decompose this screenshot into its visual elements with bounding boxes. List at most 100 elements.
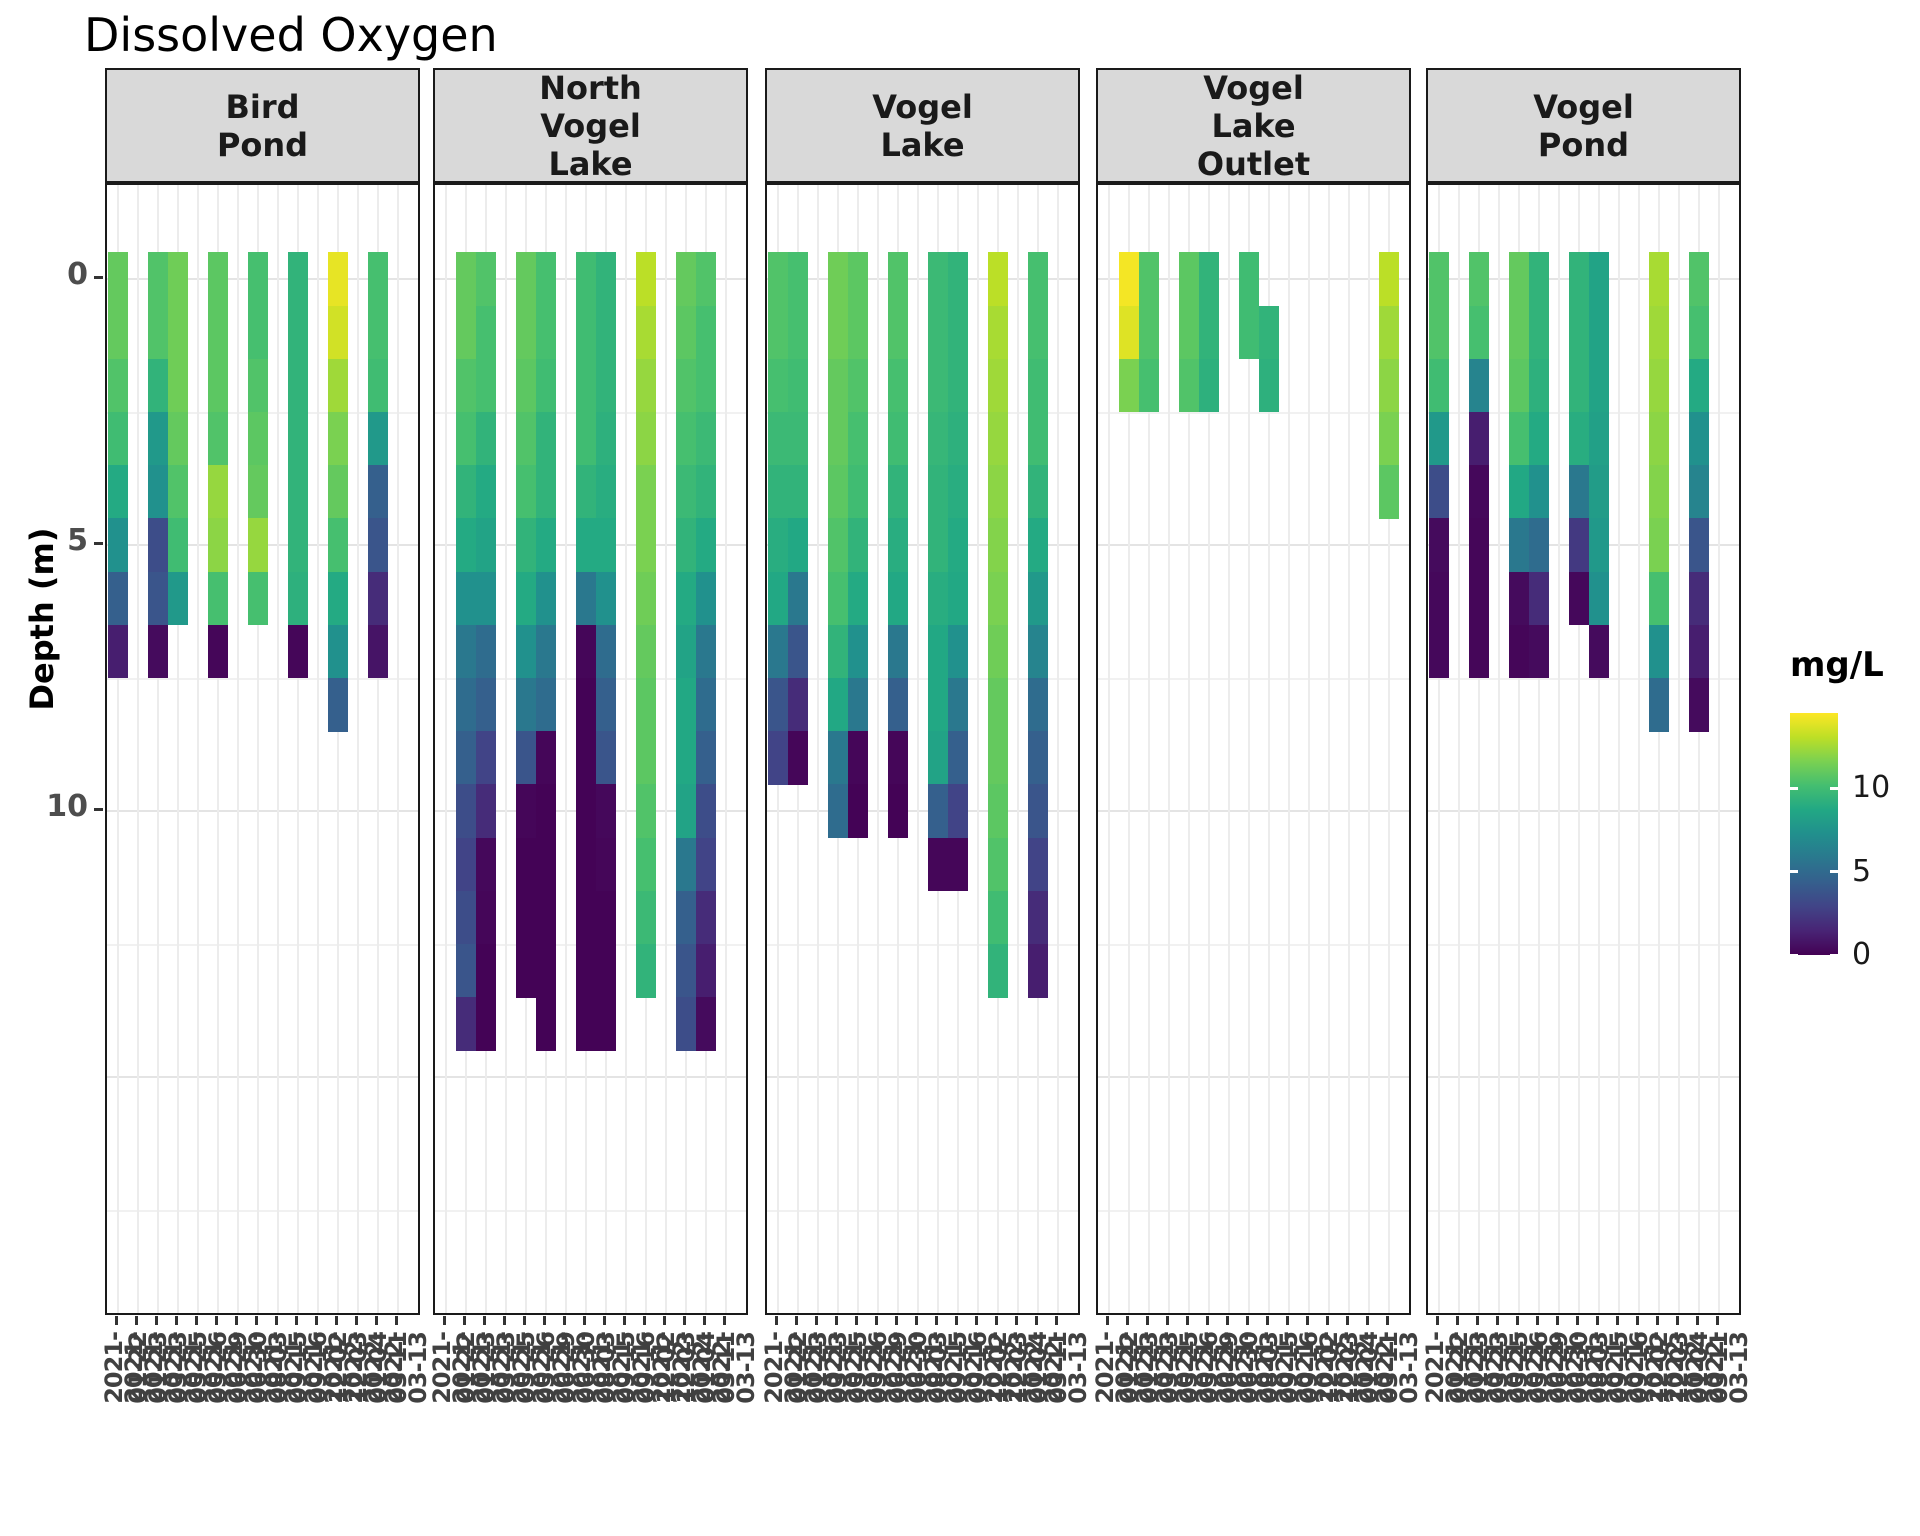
heatmap-cell bbox=[788, 624, 808, 679]
heatmap-cell bbox=[168, 358, 188, 413]
heatmap-cell bbox=[476, 624, 496, 679]
profile-column bbox=[108, 185, 128, 1313]
heatmap-cell bbox=[676, 518, 696, 573]
heatmap-cell bbox=[768, 412, 788, 466]
heatmap-cell bbox=[168, 412, 188, 466]
heatmap-cell bbox=[328, 518, 348, 573]
heatmap-cell bbox=[1028, 518, 1048, 573]
heatmap-cell bbox=[1529, 252, 1549, 307]
heatmap-cell bbox=[516, 890, 536, 945]
heatmap-cell bbox=[1028, 678, 1048, 732]
heatmap-cell bbox=[948, 358, 968, 413]
heatmap-cell bbox=[828, 624, 848, 679]
heatmap-cell bbox=[676, 837, 696, 892]
heatmap-cell bbox=[1139, 305, 1159, 360]
heatmap-cell bbox=[476, 678, 496, 732]
profile-column bbox=[596, 185, 616, 1313]
heatmap-cell bbox=[948, 678, 968, 732]
profile-column bbox=[1259, 185, 1279, 1313]
heatmap-cell bbox=[288, 465, 308, 519]
heatmap-cell bbox=[1509, 624, 1529, 679]
heatmap-cell bbox=[476, 784, 496, 839]
profile-column bbox=[208, 185, 228, 1313]
y-tick-label: 5 bbox=[67, 523, 88, 558]
gridline-minor bbox=[767, 678, 1078, 680]
heatmap-cell bbox=[516, 784, 536, 839]
heatmap-cell bbox=[676, 412, 696, 466]
heatmap-cell bbox=[848, 731, 868, 785]
heatmap-cell bbox=[1469, 305, 1489, 360]
heatmap-cell bbox=[948, 837, 968, 892]
heatmap-cell bbox=[1649, 358, 1669, 413]
x-tick-mark bbox=[895, 1316, 898, 1325]
heatmap-cell bbox=[368, 571, 388, 626]
heatmap-cell bbox=[536, 358, 556, 413]
gridline-minor bbox=[767, 412, 1078, 414]
heatmap-cell bbox=[636, 252, 656, 307]
gridline-vertical bbox=[237, 185, 239, 1313]
heatmap-cell bbox=[456, 358, 476, 413]
gridline-minor bbox=[1098, 678, 1409, 680]
legend-tick-mark bbox=[1830, 953, 1838, 957]
profile-column bbox=[516, 185, 536, 1313]
heatmap-cell bbox=[248, 358, 268, 413]
heatmap-cell bbox=[928, 784, 948, 839]
heatmap-cell bbox=[108, 624, 128, 679]
heatmap-cell bbox=[476, 997, 496, 1051]
x-tick-label: 2022-03-13 bbox=[1040, 1332, 1092, 1404]
heatmap-cell bbox=[476, 571, 496, 626]
heatmap-cell bbox=[456, 465, 476, 519]
heatmap-cell bbox=[1649, 465, 1669, 519]
heatmap-cell bbox=[788, 731, 808, 785]
heatmap-cell bbox=[368, 358, 388, 413]
facet-panel-vogel-lake bbox=[765, 183, 1080, 1315]
profile-column bbox=[456, 185, 476, 1313]
profile-column bbox=[1529, 185, 1549, 1313]
heatmap-cell bbox=[828, 784, 848, 839]
legend-tick-mark bbox=[1830, 786, 1838, 790]
heatmap-cell bbox=[596, 465, 616, 519]
profile-column bbox=[1569, 185, 1589, 1313]
gridline-minor bbox=[107, 678, 418, 680]
heatmap-cell bbox=[1028, 252, 1048, 307]
heatmap-cell bbox=[476, 305, 496, 360]
gridline-vertical bbox=[1017, 185, 1019, 1313]
heatmap-cell bbox=[368, 305, 388, 360]
heatmap-cell bbox=[596, 731, 616, 785]
x-tick-mark bbox=[1226, 1316, 1229, 1325]
heatmap-cell bbox=[696, 944, 716, 998]
gridline-vertical bbox=[317, 185, 319, 1313]
profile-column bbox=[1179, 185, 1199, 1313]
heatmap-cell bbox=[1689, 624, 1709, 679]
gridline-vertical bbox=[1188, 185, 1190, 1313]
heatmap-cell bbox=[636, 784, 656, 839]
gridline-major bbox=[767, 810, 1078, 812]
heatmap-cell bbox=[676, 890, 696, 945]
heatmap-cell bbox=[168, 571, 188, 626]
x-tick-mark bbox=[1386, 1316, 1389, 1325]
x-tick-mark bbox=[443, 1316, 446, 1325]
gridline-major bbox=[1098, 810, 1409, 812]
heatmap-cell bbox=[576, 837, 596, 892]
x-tick-mark bbox=[683, 1316, 686, 1325]
heatmap-cell bbox=[988, 837, 1008, 892]
heatmap-cell bbox=[928, 305, 948, 360]
facet-strip-vogel-pond: Vogel Pond bbox=[1426, 68, 1741, 183]
heatmap-cell bbox=[1589, 412, 1609, 466]
heatmap-cell bbox=[676, 571, 696, 626]
heatmap-cell bbox=[248, 465, 268, 519]
gridline-vertical bbox=[257, 185, 259, 1313]
heatmap-cell bbox=[948, 412, 968, 466]
x-tick-mark bbox=[603, 1316, 606, 1325]
heatmap-cell bbox=[1028, 731, 1048, 785]
profile-column bbox=[1509, 185, 1529, 1313]
heatmap-cell bbox=[148, 252, 168, 307]
heatmap-cell bbox=[1689, 252, 1709, 307]
heatmap-cell bbox=[768, 465, 788, 519]
heatmap-cell bbox=[988, 678, 1008, 732]
y-tick-label: 10 bbox=[46, 789, 88, 824]
heatmap-cell bbox=[1649, 305, 1669, 360]
heatmap-cell bbox=[456, 678, 476, 732]
x-tick-mark bbox=[1246, 1316, 1249, 1325]
